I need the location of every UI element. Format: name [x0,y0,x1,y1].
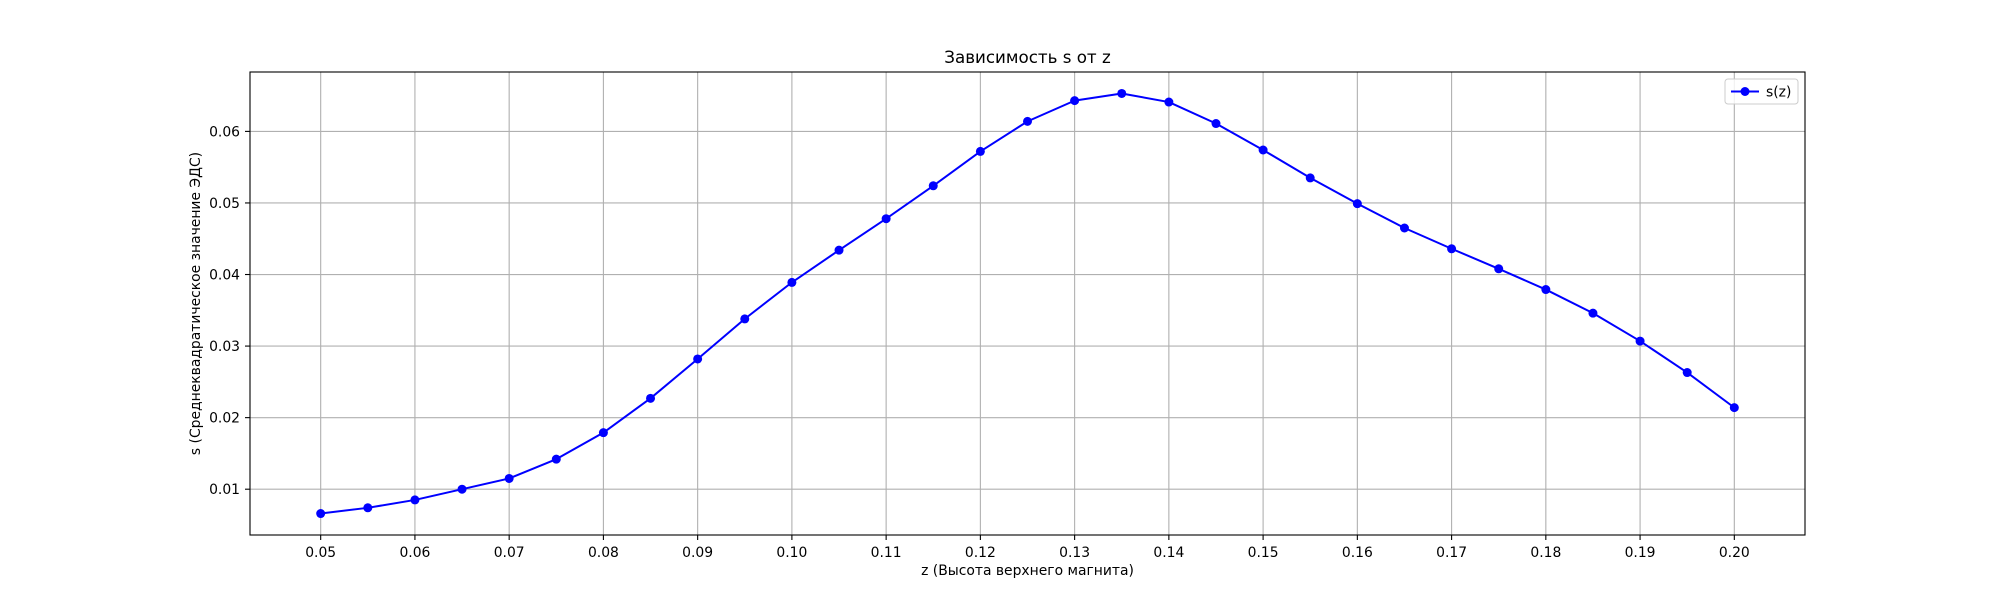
y-tick-label: 0.06 [209,124,240,140]
x-tick-label: 0.12 [965,545,996,561]
x-tick-label: 0.19 [1625,545,1656,561]
legend-series-marker [1740,87,1750,96]
x-tick-label: 0.06 [399,545,430,561]
data-point [1164,97,1174,107]
y-tick-label: 0.05 [209,196,240,212]
data-point [1117,88,1127,98]
data-point [316,509,326,519]
data-point [693,354,703,364]
data-point [504,473,514,483]
data-point [834,245,844,255]
data-point [928,181,938,191]
data-point [363,503,373,513]
y-tick-label: 0.03 [209,339,240,355]
y-axis-ticks: 0.01 0.02 0.03 0.04 0.05 0.06 [209,124,250,498]
x-axis-ticks: 0.05 0.06 0.07 0.08 0.09 0.10 0.11 0.12 0.13 0.14… [305,535,1750,561]
y-tick-label: 0.02 [209,411,240,427]
data-point [457,484,467,494]
y-tick-label: 0.04 [209,268,240,284]
data-point [410,495,420,505]
x-tick-label: 0.17 [1436,545,1467,561]
grid [250,72,1805,535]
x-tick-label: 0.09 [682,545,713,561]
data-point [1588,308,1598,318]
plot-area-frame [249,71,1806,536]
data-point [787,277,797,287]
data-point [881,214,891,224]
x-tick-label: 0.13 [1059,545,1090,561]
data-point [1541,285,1551,295]
data-point [1729,403,1739,413]
x-tick-label: 0.11 [871,545,902,561]
data-point [1352,199,1362,209]
data-point [1070,96,1080,106]
series-markers [316,88,1739,519]
data-point [551,454,561,464]
legend: s(z) [1724,78,1799,105]
data-point [1305,173,1315,183]
x-tick-label: 0.10 [776,545,807,561]
x-tick-label: 0.15 [1248,545,1279,561]
chart-title: Зависимость s от z [944,47,1111,67]
data-point [740,314,750,324]
data-point [1682,368,1692,378]
y-axis-label: s (Среднеквадратическое значение ЭДС) [188,152,204,455]
x-tick-label: 0.20 [1719,545,1750,561]
data-point [1447,244,1457,254]
x-tick-label: 0.07 [494,545,525,561]
x-axis-label: z (Высота верхнего магнита) [921,563,1134,579]
y-tick-label: 0.01 [209,482,240,498]
legend-series-label: s(z) [1766,85,1791,101]
legend-box [1724,78,1799,105]
data-point [1494,264,1504,274]
data-point [598,428,608,438]
x-tick-label: 0.05 [305,545,336,561]
data-point [975,146,985,156]
data-point [646,393,656,403]
data-point [1635,336,1645,346]
x-tick-label: 0.18 [1530,545,1561,561]
data-point [1399,223,1409,233]
x-tick-label: 0.14 [1153,545,1184,561]
data-point [1258,145,1268,155]
data-point [1023,116,1032,126]
x-tick-label: 0.08 [588,545,619,561]
x-tick-label: 0.16 [1342,545,1373,561]
data-point [1211,119,1221,129]
